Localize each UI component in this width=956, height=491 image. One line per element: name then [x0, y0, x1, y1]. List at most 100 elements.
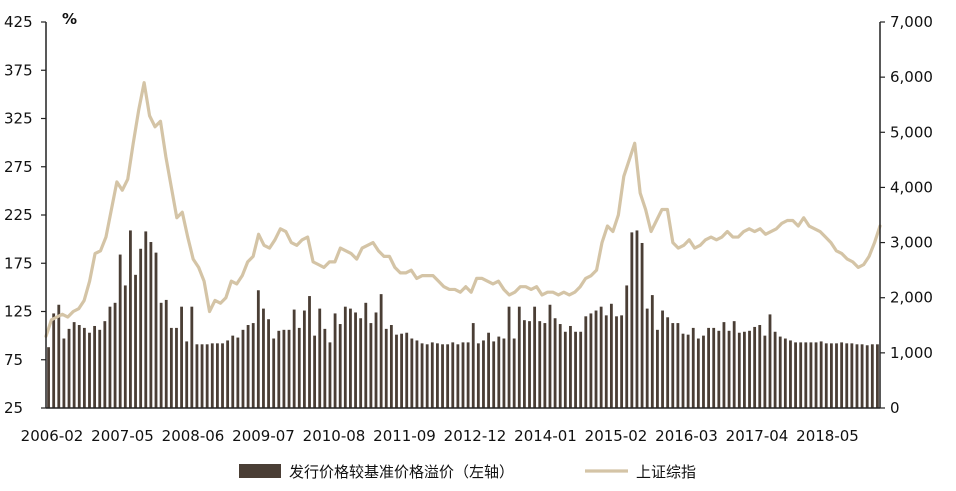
premium-bar — [282, 329, 286, 408]
premium-bar — [773, 331, 777, 408]
premium-bar — [589, 313, 593, 408]
x-tick-label: 2017-04 — [726, 427, 789, 445]
premium-bar — [732, 321, 736, 408]
premium-bar — [216, 343, 219, 408]
premium-bar — [563, 331, 567, 408]
premium-bar — [123, 285, 127, 408]
right-tick-label: 6,000 — [890, 68, 933, 86]
premium-bar — [737, 332, 741, 408]
x-tick-label: 2006-02 — [21, 427, 84, 445]
premium-bar — [712, 327, 716, 408]
premium-bar — [492, 341, 496, 408]
premium-bar — [615, 316, 618, 408]
left-tick-label: 225 — [4, 206, 33, 224]
premium-bar — [154, 252, 158, 408]
premium-bar — [313, 335, 317, 409]
premium-bar — [727, 330, 731, 408]
premium-bar — [876, 344, 879, 408]
premium-bar — [287, 329, 291, 408]
premium-bar — [860, 344, 864, 408]
x-tick-label: 2018-05 — [796, 427, 859, 445]
premium-bar — [389, 325, 393, 408]
premium-bar — [471, 323, 475, 408]
premium-bar — [67, 328, 71, 408]
premium-bar — [113, 302, 117, 408]
x-tick-label: 2015-02 — [585, 427, 648, 445]
premium-bar — [717, 330, 721, 408]
legend-bar-label: 发行价格较基准价格溢价（左轴） — [289, 463, 514, 481]
left-tick-label: 75 — [4, 351, 23, 369]
premium-bar — [185, 341, 189, 408]
premium-bar — [359, 318, 363, 408]
premium-bar — [553, 318, 557, 408]
left-tick-label: 325 — [4, 110, 33, 128]
premium-bar — [783, 338, 787, 408]
premium-bar — [272, 338, 276, 408]
premium-bar — [855, 344, 859, 408]
premium-bar — [47, 347, 50, 408]
left-tick-label: 25 — [4, 399, 23, 417]
premium-bar — [226, 340, 230, 408]
premium-bar — [579, 331, 583, 408]
premium-bar — [522, 320, 526, 408]
premium-bar — [630, 232, 634, 408]
premium-bar — [865, 345, 869, 408]
premium-bar — [246, 325, 250, 408]
premium-bar — [349, 308, 352, 408]
premium-bar — [308, 296, 311, 408]
left-tick-label: 375 — [4, 61, 33, 79]
premium-bar — [620, 315, 624, 408]
premium-bar — [318, 308, 322, 408]
right-tick-label: 1,000 — [890, 344, 933, 362]
left-tick-label: 275 — [4, 158, 33, 176]
right-tick-label: 7,000 — [890, 13, 933, 31]
premium-bar — [845, 343, 849, 408]
premium-bar — [395, 334, 398, 408]
premium-bar — [190, 306, 194, 408]
premium-bar — [789, 340, 792, 408]
premium-bar — [180, 306, 183, 408]
left-tick-label: 175 — [4, 254, 33, 272]
premium-bar — [594, 310, 598, 408]
premium-bar — [656, 329, 659, 408]
premium-bar — [548, 304, 552, 408]
x-tick-label: 2010-08 — [303, 427, 366, 445]
premium-bar — [809, 342, 813, 408]
premium-bar — [338, 324, 342, 408]
premium-bar — [364, 302, 368, 408]
premium-bar — [374, 312, 378, 408]
premium-bar — [129, 230, 132, 408]
right-tick-label: 0 — [890, 399, 900, 417]
x-tick-label: 2009-07 — [232, 427, 295, 445]
premium-bar — [835, 343, 838, 408]
premium-bar — [543, 323, 547, 408]
premium-bar — [497, 336, 501, 408]
premium-bar — [768, 314, 772, 408]
premium-bar — [640, 242, 644, 408]
premium-bar — [819, 341, 823, 408]
premium-bar — [205, 344, 209, 408]
shanghai-composite-line — [44, 81, 882, 338]
premium-bar — [666, 317, 670, 408]
premium-bar — [824, 343, 828, 408]
right-tick-label: 3,000 — [890, 234, 933, 252]
premium-bar — [236, 337, 240, 408]
premium-bar — [487, 332, 490, 408]
premium-bar — [175, 327, 178, 408]
premium-bar — [144, 231, 148, 408]
premium-bar — [328, 342, 332, 408]
premium-bar — [558, 324, 562, 408]
premium-bar — [72, 322, 76, 408]
premium-bar — [333, 313, 337, 408]
premium-bar — [676, 323, 680, 408]
premium-bar — [569, 325, 572, 408]
premium-bar — [77, 325, 81, 408]
premium-bar — [354, 312, 357, 408]
premium-bar — [840, 342, 844, 408]
premium-bar — [507, 306, 511, 408]
x-tick-label: 2011-09 — [373, 427, 436, 445]
premium-bar — [415, 340, 419, 408]
premium-bar — [441, 344, 444, 408]
